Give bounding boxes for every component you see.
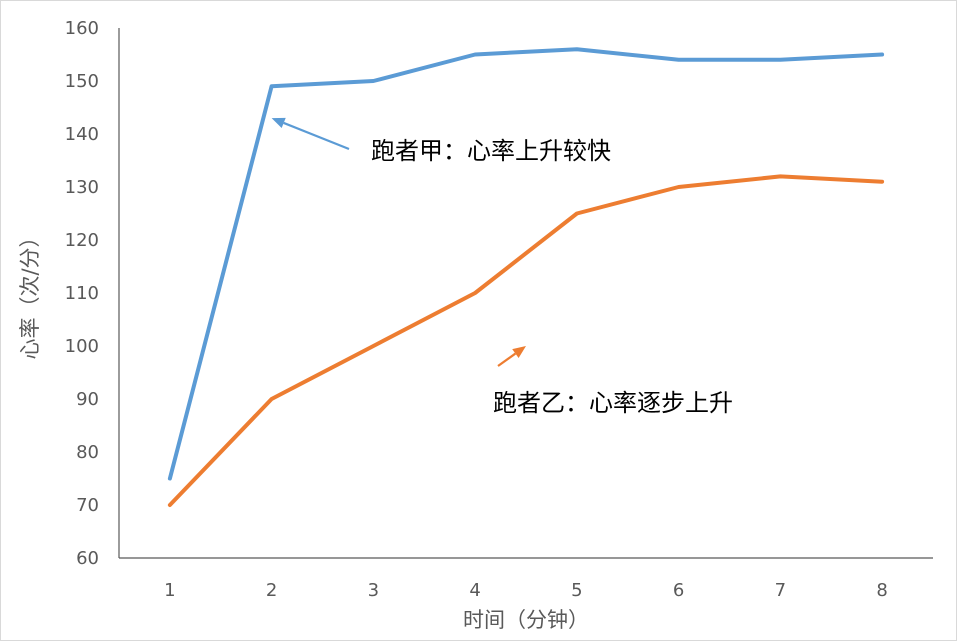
y-tick-label: 80 bbox=[76, 442, 99, 463]
y-tick-label: 100 bbox=[65, 336, 99, 357]
annotation-text-1: 跑者甲：心率上升较快 bbox=[371, 137, 611, 165]
annotation-arrow-2 bbox=[497, 352, 517, 367]
x-tick-label: 6 bbox=[673, 580, 684, 601]
y-tick-label: 90 bbox=[76, 389, 99, 410]
y-tick-label: 110 bbox=[65, 283, 99, 304]
y-tick-label: 150 bbox=[65, 71, 99, 92]
x-tick-label: 8 bbox=[876, 580, 887, 601]
x-tick-labels: 1 2 3 4 5 6 7 8 bbox=[164, 580, 888, 601]
y-tick-label: 160 bbox=[65, 18, 99, 39]
series-layer bbox=[167, 47, 885, 507]
series-line-1 bbox=[167, 47, 885, 481]
x-tick-label: 7 bbox=[775, 580, 786, 601]
annotation-arrowhead-1 bbox=[271, 117, 286, 129]
x-tick-label: 1 bbox=[164, 580, 175, 601]
x-tick-label: 5 bbox=[571, 580, 582, 601]
series-line-2 bbox=[167, 174, 885, 507]
y-axis-title: 心率（次/分） bbox=[18, 226, 42, 359]
y-tick-label: 120 bbox=[65, 230, 99, 251]
y-tick-label: 70 bbox=[76, 495, 99, 516]
annotation-text-2: 跑者乙：心率逐步上升 bbox=[493, 389, 733, 417]
y-tick-label: 60 bbox=[76, 548, 99, 569]
annotation-arrowhead-2 bbox=[512, 346, 526, 359]
x-tick-label: 4 bbox=[469, 580, 480, 601]
y-tick-labels: 60 70 80 90 100 110 120 130 140 150 160 bbox=[65, 18, 99, 569]
y-tick-label: 140 bbox=[65, 124, 99, 145]
y-tick-label: 130 bbox=[65, 177, 99, 198]
x-axis-title: 时间（分钟） bbox=[463, 608, 589, 632]
annotation-arrow-1 bbox=[283, 121, 350, 151]
x-tick-label: 3 bbox=[368, 580, 379, 601]
x-tick-label: 2 bbox=[266, 580, 277, 601]
